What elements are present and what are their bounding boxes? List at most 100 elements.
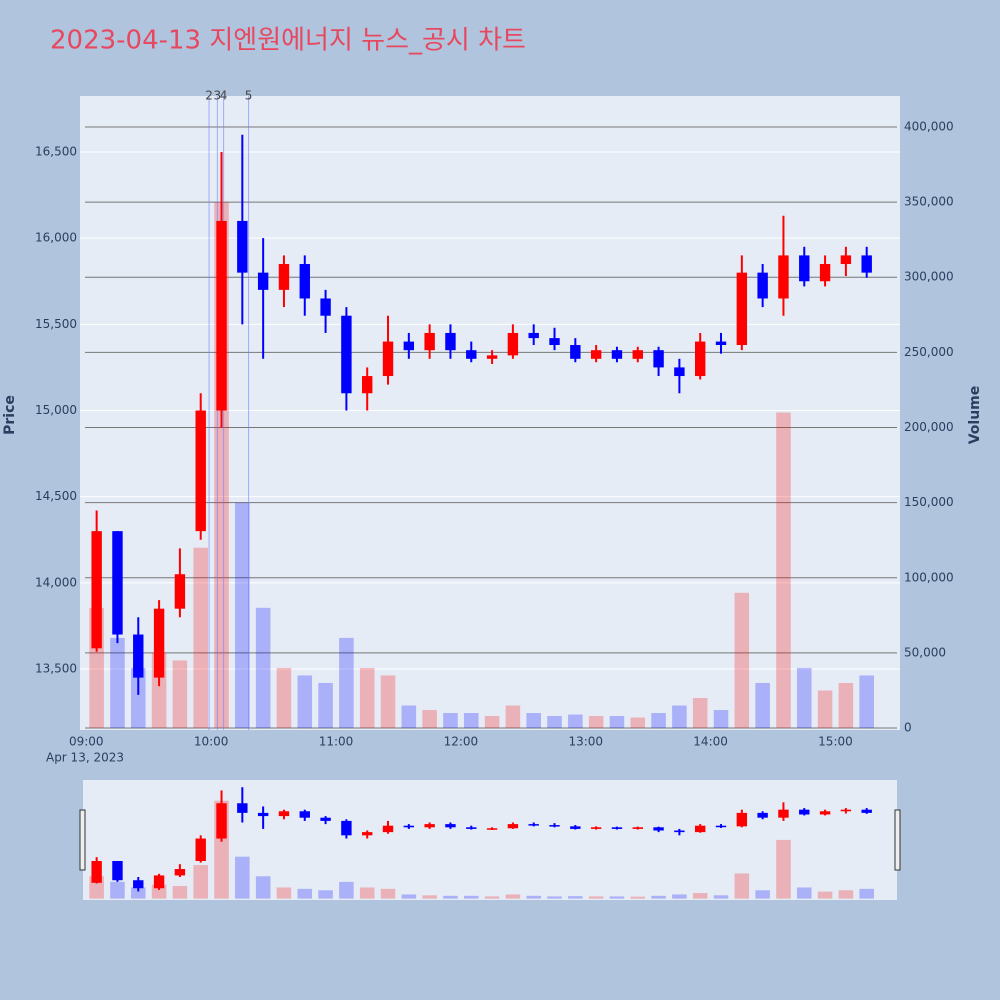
y2-tick-label: 50,000 — [904, 645, 946, 659]
candle-body — [715, 341, 727, 346]
candle-body — [362, 376, 373, 394]
annotation-label: 4 — [220, 89, 228, 103]
candle-body-mini — [91, 860, 102, 883]
volume-bar — [359, 667, 375, 729]
y-tick-label: 15,000 — [35, 403, 77, 417]
volume-bar — [401, 705, 417, 729]
volume-bar — [859, 675, 874, 729]
candle-body — [653, 350, 664, 368]
volume-bar — [380, 675, 396, 729]
volume-bar — [568, 714, 583, 729]
volume-bar — [692, 697, 708, 729]
candle-body-mini — [653, 827, 664, 831]
mini-volume-bar — [713, 895, 729, 899]
candle-body-mini — [403, 825, 415, 828]
y2-tick-label: 350,000 — [904, 195, 954, 209]
volume-bar — [796, 667, 812, 729]
candle-body — [486, 355, 498, 359]
candle-body-mini — [590, 827, 602, 829]
candle-body — [382, 341, 394, 377]
y-tick-label: 16,000 — [35, 231, 77, 245]
chart-title: 2023-04-13 지엔원에너지 뉴스_공시 차트 — [50, 26, 526, 56]
volume-bar — [130, 667, 146, 729]
y-tick-label: 14,500 — [35, 489, 77, 503]
volume-bar — [651, 713, 666, 729]
y2-tick-label: 400,000 — [904, 119, 954, 133]
candle-body — [174, 574, 186, 609]
candle-body-mini — [695, 825, 706, 833]
candle-body — [674, 367, 685, 377]
volume-bar — [276, 667, 292, 729]
x-tick-label: 14:00 — [693, 735, 728, 749]
candle-body-mini — [611, 827, 623, 829]
candle-body-mini — [299, 811, 310, 818]
y-axis-title: Price — [2, 395, 18, 435]
volume-bar — [297, 675, 313, 729]
mini-volume-bar — [359, 887, 375, 899]
mini-volume-bar — [817, 891, 833, 899]
candle-body — [695, 341, 706, 377]
volume-bar — [172, 660, 188, 729]
candle-body — [778, 255, 789, 299]
candle-body — [590, 350, 602, 359]
mini-volume-bar — [568, 896, 583, 899]
range-handle-right[interactable] — [894, 809, 901, 871]
mini-volume-bar — [692, 893, 708, 899]
y2-tick-label: 0 — [904, 721, 912, 735]
candle-body-mini — [195, 838, 206, 861]
candle-body — [632, 350, 643, 359]
volume-bar — [609, 716, 625, 729]
mini-volume-bar — [526, 895, 541, 899]
volume-bar — [588, 716, 604, 729]
volume-bar — [422, 710, 437, 729]
candle-body-mini — [819, 811, 831, 815]
y-tick-label: 14,000 — [35, 575, 77, 589]
candle-body-mini — [278, 811, 290, 817]
candle-body-mini — [861, 809, 872, 813]
candle-body-mini — [715, 825, 727, 828]
range-slider[interactable] — [83, 780, 897, 900]
candle-body — [153, 608, 165, 678]
mini-volume-bar — [380, 888, 396, 899]
candle-body — [757, 272, 768, 299]
candle-body-mini — [632, 827, 643, 829]
x-tick-label: 13:00 — [568, 735, 603, 749]
volume-bar — [484, 716, 500, 729]
range-handle-left[interactable] — [79, 809, 86, 871]
candle-body — [611, 350, 623, 359]
mini-volume-bar — [130, 887, 146, 899]
mini-volume-bar — [630, 896, 646, 899]
volume-bar — [734, 592, 750, 729]
candle-body — [257, 272, 269, 290]
mini-volume-bar — [609, 896, 625, 899]
x-tick-label: 11:00 — [319, 735, 354, 749]
candle-body-mini — [486, 828, 498, 830]
volume-bar — [193, 547, 208, 729]
mini-volume-bar — [796, 887, 812, 899]
candle-body-mini — [528, 824, 539, 826]
candle-body — [466, 350, 477, 359]
annotation-label: 3 — [214, 89, 222, 103]
volume-bar — [339, 637, 354, 729]
x-tick-label: 12:00 — [444, 735, 479, 749]
candle-body — [133, 634, 144, 678]
mini-volume-bar — [651, 895, 666, 899]
volume-bar — [255, 607, 271, 729]
volume-bar — [817, 690, 833, 729]
mini-volume-bar — [172, 886, 188, 899]
candle-body-mini — [237, 803, 248, 813]
candle-body-mini — [466, 827, 477, 829]
x-tick-label: 10:00 — [194, 735, 229, 749]
volume-bar — [463, 713, 479, 729]
candle-body — [91, 531, 102, 649]
volume-bar — [838, 682, 854, 729]
candle-body — [341, 315, 352, 394]
volume-bar — [713, 710, 729, 729]
candle-body — [195, 410, 206, 532]
mini-volume-bar — [276, 887, 292, 899]
candle-body — [528, 332, 539, 339]
candle-body — [237, 220, 248, 273]
mini-volume-bar — [859, 888, 874, 899]
y-tick-label: 13,500 — [35, 661, 77, 675]
candle-body-mini — [799, 809, 810, 815]
